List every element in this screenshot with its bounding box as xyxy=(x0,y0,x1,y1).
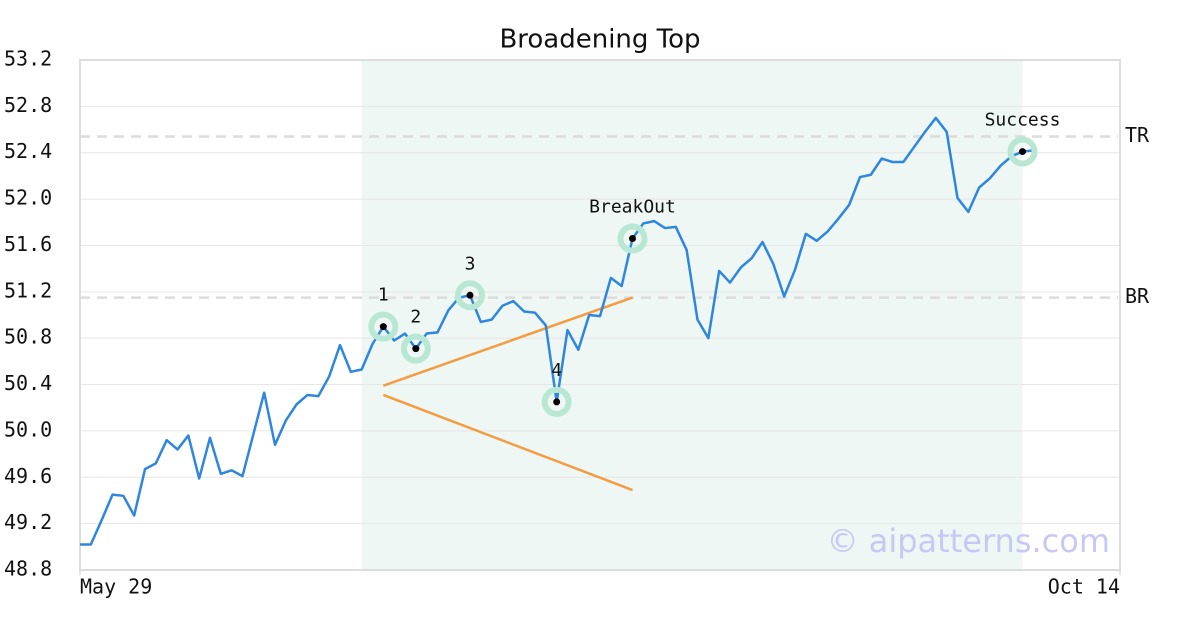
trend-line xyxy=(382,393,633,492)
point-halo xyxy=(541,386,572,417)
plot-border xyxy=(79,59,1121,571)
point-label: 4 xyxy=(551,360,562,381)
point-dot xyxy=(1019,148,1026,156)
y-tick-label: 53.2 xyxy=(4,47,52,71)
point-label: 2 xyxy=(410,307,421,328)
trend-line xyxy=(382,296,633,387)
pattern-region xyxy=(361,60,1023,570)
y-tick-label: 49.2 xyxy=(4,510,52,534)
y-tick-label: 51.6 xyxy=(4,232,52,256)
watermark: © aipatterns.com xyxy=(827,522,1110,560)
level-label: TR xyxy=(1125,123,1150,147)
point-dot xyxy=(379,323,387,331)
x-tick-label: May 29 xyxy=(80,575,152,599)
y-tick-label: 49.6 xyxy=(4,464,52,488)
y-tick-label: 50.4 xyxy=(4,371,52,395)
y-tick-label: 52.8 xyxy=(4,93,52,117)
point-halo xyxy=(1007,136,1038,167)
y-tick-label: 51.2 xyxy=(4,278,52,302)
point-dot xyxy=(466,291,474,299)
point-label: 3 xyxy=(465,253,476,274)
point-halo xyxy=(400,333,431,364)
y-tick-label: 52.4 xyxy=(4,139,52,163)
x-tick-label: Oct 14 xyxy=(1048,575,1120,599)
chart-title: Broadening Top xyxy=(499,25,700,55)
level-label: BR xyxy=(1125,284,1150,308)
y-tick-label: 50.8 xyxy=(4,325,52,349)
point-label: BreakOut xyxy=(589,197,676,218)
y-tick-label: 48.8 xyxy=(4,557,52,581)
y-tick-label: 52.0 xyxy=(4,186,52,210)
point-halo xyxy=(368,311,399,342)
point-dot xyxy=(553,398,561,406)
point-halo xyxy=(455,280,485,311)
point-dot xyxy=(412,345,420,353)
point-label: Success xyxy=(985,110,1061,131)
y-tick-label: 50.0 xyxy=(4,417,52,441)
point-halo xyxy=(617,223,648,254)
point-label: 1 xyxy=(378,285,389,306)
point-dot xyxy=(629,235,636,242)
